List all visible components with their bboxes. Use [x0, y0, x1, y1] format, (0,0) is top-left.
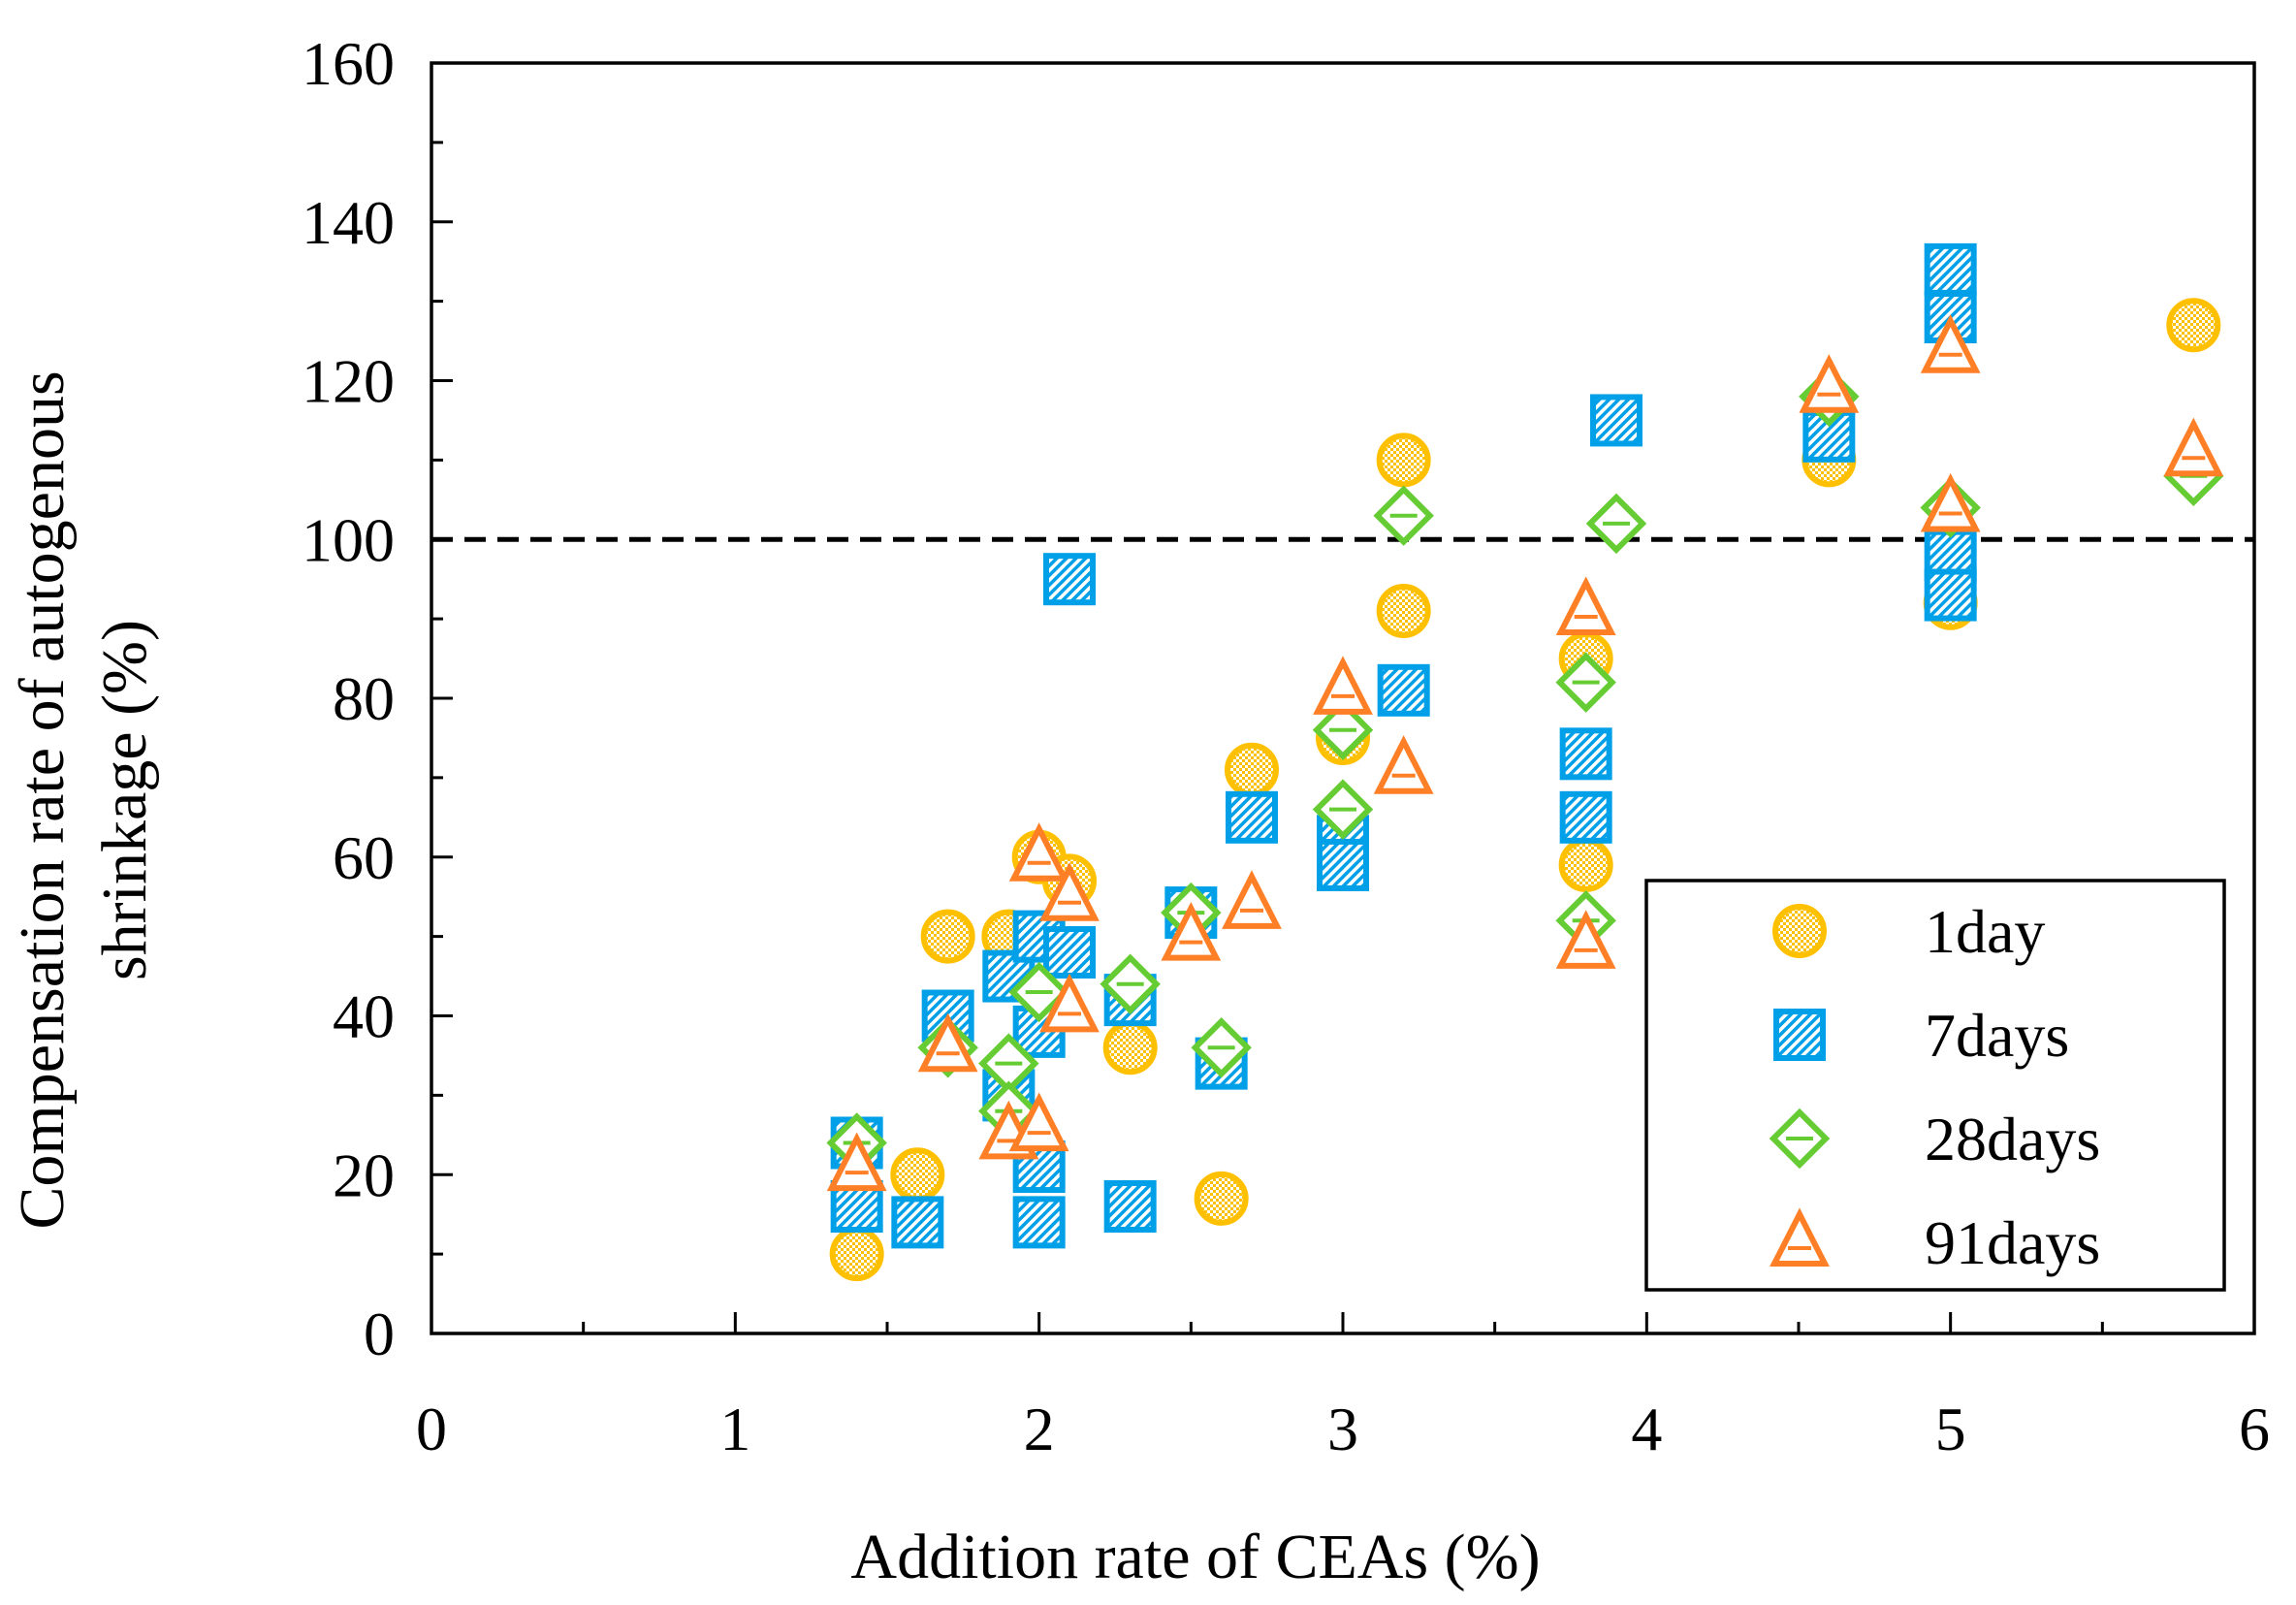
data-points [826, 242, 2224, 1282]
point-91days [917, 1012, 978, 1073]
legend-label-91days: 91days [1925, 1208, 2100, 1277]
point-28days [1008, 961, 1069, 1023]
point-1day [920, 909, 975, 964]
point-28days [1373, 485, 1434, 546]
point-1day [829, 1227, 884, 1282]
point-7days [1103, 1180, 1157, 1233]
point-91days [1008, 1092, 1069, 1152]
point-7days [1043, 926, 1096, 979]
point-1day [1225, 742, 1279, 797]
x-tick-label: 4 [1631, 1395, 1662, 1463]
legend-label-1day: 1day [1925, 897, 2045, 966]
y-axis-title-line-1: Compensation rate of autogenous [7, 370, 78, 1229]
series-91days [826, 314, 2224, 1192]
point-91days [1920, 472, 1981, 532]
x-tick-label: 6 [2239, 1395, 2270, 1463]
point-1day [1102, 1020, 1158, 1075]
point-7days [1590, 394, 1642, 447]
point-1day [1558, 837, 1613, 892]
legend-label-28days: 28days [1925, 1105, 2100, 1173]
x-tick-label: 5 [1935, 1395, 1966, 1463]
x-tick-label: 1 [719, 1395, 750, 1463]
point-91days [1555, 576, 1616, 635]
point-7days [1559, 727, 1612, 781]
point-28days [1312, 699, 1374, 760]
legend-label-7days: 7days [1925, 1001, 2069, 1070]
point-91days [826, 1132, 887, 1192]
point-91days [1039, 862, 1100, 921]
y-tick-label: 0 [364, 1300, 395, 1368]
y-tick-label: 80 [333, 664, 395, 733]
point-28days [1100, 953, 1161, 1014]
point-1day [890, 1147, 945, 1203]
point-7days [1802, 409, 1856, 463]
point-91days [1920, 314, 1981, 373]
point-7days [1377, 663, 1430, 717]
y-tick-label: 160 [302, 29, 395, 98]
point-28days [1555, 652, 1616, 713]
y-tick-label: 40 [333, 982, 395, 1051]
point-7days [891, 1196, 944, 1249]
point-7days [1924, 242, 1977, 296]
point-7days [1043, 553, 1096, 606]
y-tick-label: 60 [333, 823, 395, 892]
point-28days [1312, 779, 1374, 840]
point-7days [1012, 1196, 1066, 1249]
legend: 1day 7days 28days 91days [1644, 879, 2226, 1292]
point-91days [1799, 354, 1860, 413]
y-axis-title-line-2: shrinkage (%) [89, 620, 160, 980]
point-28days [1191, 1017, 1252, 1078]
point-91days [1008, 822, 1069, 882]
point-1day [2166, 298, 2221, 353]
point-7days [1226, 790, 1278, 844]
x-axis-title: Addition rate of CEAs (%) [850, 1522, 1540, 1592]
point-91days [1039, 973, 1100, 1033]
legend-marker-1day [1772, 904, 1827, 958]
point-91days [1222, 870, 1282, 929]
point-1day [1194, 1171, 1249, 1226]
legend-marker-7days [1773, 1009, 1826, 1061]
point-91days [1313, 656, 1373, 715]
y-tick-label: 140 [302, 188, 395, 257]
y-tick-label: 100 [302, 505, 395, 574]
point-91days [1161, 902, 1222, 961]
point-1day [1376, 583, 1431, 638]
point-1day [1376, 433, 1431, 488]
legend-marker-28days [1769, 1107, 1831, 1170]
point-7days [1924, 568, 1977, 622]
point-91days [2163, 417, 2224, 477]
point-91days [1373, 735, 1434, 794]
y-tick-label: 20 [333, 1140, 395, 1209]
y-tick-label: 120 [302, 347, 395, 416]
point-7days [1317, 838, 1369, 891]
legend-marker-91days [1770, 1207, 1830, 1267]
x-tick-label: 2 [1024, 1395, 1055, 1463]
legend-box [1644, 879, 2226, 1292]
point-91days [1555, 910, 1616, 969]
x-tick-label: 3 [1327, 1395, 1358, 1463]
x-tick-label: 0 [416, 1395, 447, 1463]
point-28days [1585, 493, 1647, 555]
point-7days [1559, 790, 1612, 844]
